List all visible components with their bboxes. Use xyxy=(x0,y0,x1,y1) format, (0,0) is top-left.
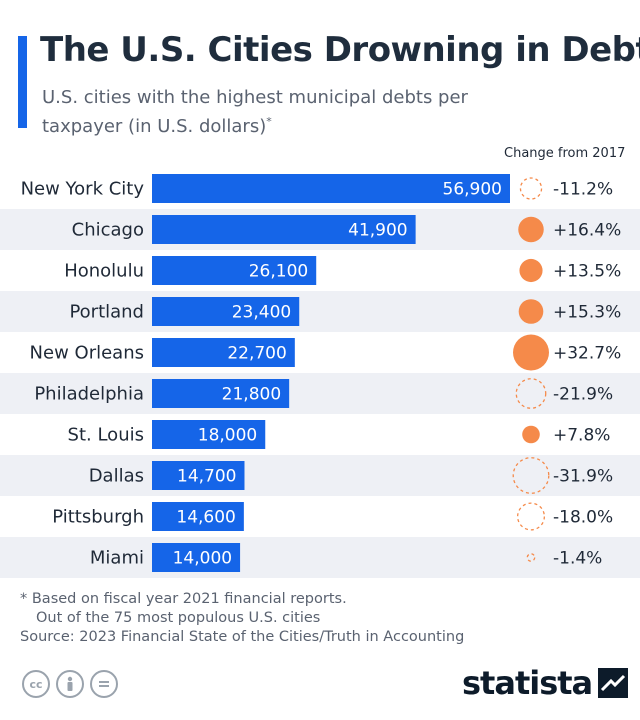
change-circle-negative xyxy=(512,457,550,494)
bar-value-label: 41,900 xyxy=(348,221,407,241)
row-stripe xyxy=(0,373,640,414)
category-label: New York City xyxy=(21,179,145,200)
change-circle-negative xyxy=(526,553,536,562)
change-label: +7.8% xyxy=(553,426,610,446)
row-stripe xyxy=(0,455,640,496)
license-icons: cc xyxy=(22,670,118,698)
category-label: Dallas xyxy=(89,466,144,487)
change-circle-negative xyxy=(515,378,547,409)
change-column-header: Change from 2017 xyxy=(504,146,626,161)
change-label: +32.7% xyxy=(553,344,621,364)
footnote: * Based on fiscal year 2021 financial re… xyxy=(20,590,464,647)
bar xyxy=(152,174,510,203)
category-label: Portland xyxy=(69,302,144,323)
bar xyxy=(152,420,266,449)
bar-value-label: 22,700 xyxy=(227,344,286,364)
person-icon[interactable] xyxy=(56,670,84,698)
bar xyxy=(152,297,300,326)
statista-logo[interactable]: statista xyxy=(462,664,629,702)
change-circle-negative xyxy=(516,502,546,531)
category-label: New Orleans xyxy=(30,343,144,364)
category-label: Miami xyxy=(90,548,144,569)
change-label: +15.3% xyxy=(553,303,621,323)
category-label: Philadelphia xyxy=(34,384,144,405)
bar xyxy=(152,502,244,531)
category-label: St. Louis xyxy=(68,425,144,446)
statista-logo-icon xyxy=(598,668,629,698)
change-label: -31.9% xyxy=(553,467,613,487)
bar-value-label: 14,700 xyxy=(177,467,236,487)
bar-value-label: 23,400 xyxy=(232,303,291,323)
change-circle-positive xyxy=(513,334,549,371)
bar xyxy=(152,461,245,490)
subtitle-footnote-mark: * xyxy=(266,115,272,128)
bar-chart: New York City 56,900 -11.2% Chicago 41,900 +1… xyxy=(0,174,640,578)
footnote-line-2: Out of the 75 most populous U.S. cities xyxy=(36,610,321,626)
title-accent-bar xyxy=(18,36,27,128)
chart-subtitle: U.S. cities with the highest municipal d… xyxy=(42,86,512,139)
category-label: Pittsburgh xyxy=(52,507,144,528)
bar xyxy=(152,338,295,367)
bar xyxy=(152,256,317,285)
row-stripe xyxy=(0,537,640,578)
change-circle-positive xyxy=(519,258,543,283)
bar-value-label: 21,800 xyxy=(222,385,281,405)
category-label: Chicago xyxy=(72,220,144,241)
bar-value-label: 14,600 xyxy=(176,508,235,528)
bar-value-label: 56,900 xyxy=(443,180,502,200)
change-label: -1.4% xyxy=(553,549,602,569)
change-circle-positive xyxy=(518,216,544,243)
change-circle-positive xyxy=(522,425,540,444)
bar xyxy=(152,215,416,244)
cc-icon[interactable]: cc xyxy=(22,670,50,698)
change-circle-negative xyxy=(519,177,543,200)
bar xyxy=(152,543,241,572)
change-label: +13.5% xyxy=(553,262,621,282)
change-label: -18.0% xyxy=(553,508,613,528)
bar-value-label: 14,000 xyxy=(173,549,232,569)
category-label: Honolulu xyxy=(64,261,144,282)
chart-title: The U.S. Cities Drowning in Debt xyxy=(40,30,640,70)
footnote-line-1: * Based on fiscal year 2021 financial re… xyxy=(20,591,347,607)
bar-value-label: 26,100 xyxy=(249,262,308,282)
source-text: Source: 2023 Financial State of the Citi… xyxy=(20,629,465,645)
change-label: -11.2% xyxy=(553,180,613,200)
bar xyxy=(152,379,290,408)
change-circle-positive xyxy=(518,299,544,324)
subtitle-text: U.S. cities with the highest municipal d… xyxy=(42,87,468,137)
equals-icon[interactable] xyxy=(90,670,118,698)
change-label: +16.4% xyxy=(553,221,621,241)
bar-value-label: 18,000 xyxy=(198,426,257,446)
brand-name: statista xyxy=(462,664,593,702)
change-label: -21.9% xyxy=(553,385,613,405)
